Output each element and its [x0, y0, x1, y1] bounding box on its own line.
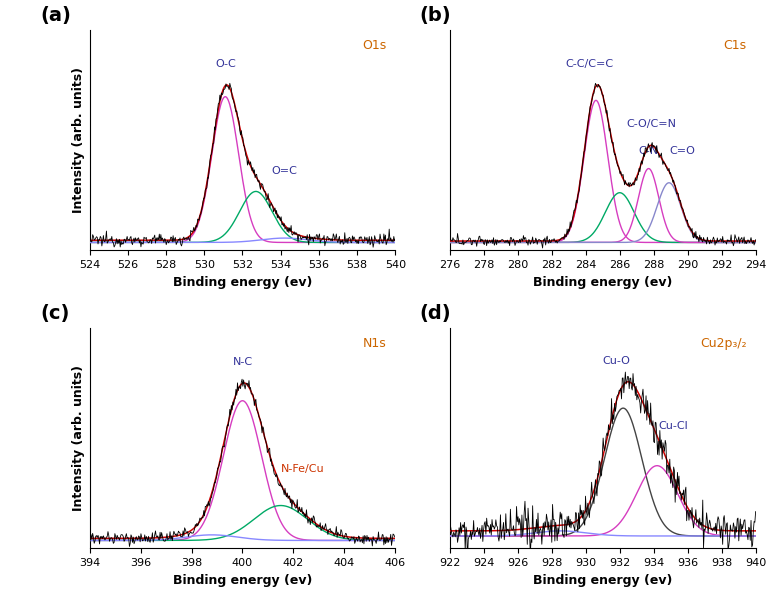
- Text: O=C: O=C: [271, 166, 297, 176]
- Text: C=O: C=O: [669, 146, 695, 156]
- X-axis label: Binding energy (ev): Binding energy (ev): [533, 573, 672, 586]
- X-axis label: Binding energy (ev): Binding energy (ev): [533, 275, 672, 288]
- Text: O-C: O-C: [215, 59, 235, 69]
- Text: N-Fe/Cu: N-Fe/Cu: [280, 464, 324, 474]
- Text: O1s: O1s: [362, 39, 386, 52]
- Text: (c): (c): [41, 305, 70, 324]
- Text: (d): (d): [419, 305, 451, 324]
- Y-axis label: Intensity (arb. units): Intensity (arb. units): [72, 67, 86, 213]
- X-axis label: Binding energy (ev): Binding energy (ev): [173, 275, 312, 288]
- Text: N-C: N-C: [232, 357, 252, 367]
- Y-axis label: Intensity (arb. units): Intensity (arb. units): [72, 365, 86, 511]
- Text: Cu-O: Cu-O: [602, 356, 630, 367]
- Text: C-C/C=C: C-C/C=C: [565, 59, 613, 69]
- Text: Cu-Cl: Cu-Cl: [659, 421, 689, 431]
- Text: C-O/C=N: C-O/C=N: [626, 119, 676, 129]
- Text: N1s: N1s: [362, 337, 386, 350]
- X-axis label: Binding energy (ev): Binding energy (ev): [173, 573, 312, 586]
- Text: (a): (a): [41, 7, 72, 26]
- Text: (b): (b): [419, 7, 451, 26]
- Text: C-N: C-N: [639, 146, 658, 156]
- Text: C1s: C1s: [724, 39, 746, 52]
- Text: Cu2p₃/₂: Cu2p₃/₂: [700, 337, 746, 350]
